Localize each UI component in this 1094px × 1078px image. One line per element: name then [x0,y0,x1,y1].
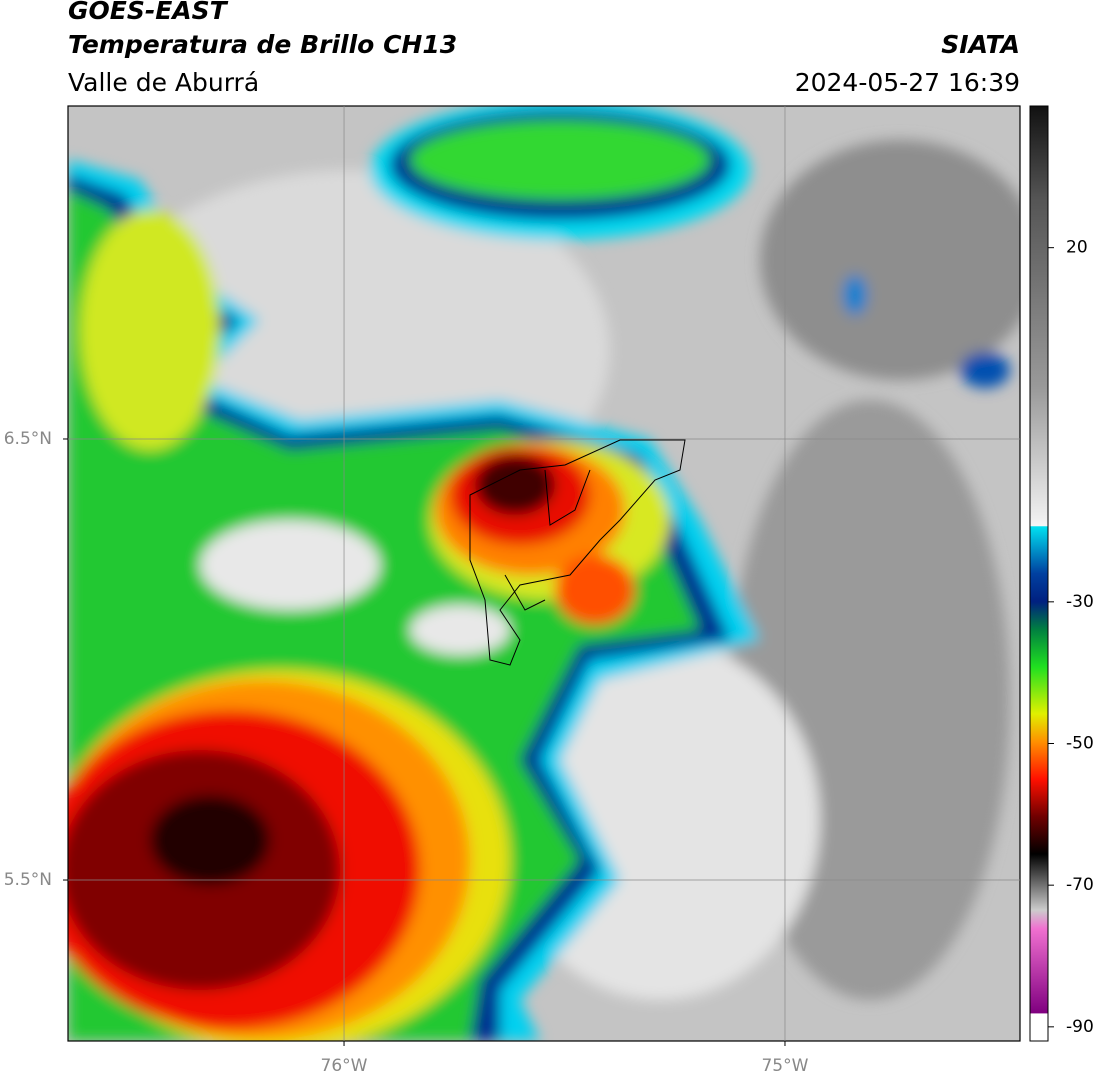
subtitle: Temperatura de Brillo CH13 [68,30,458,59]
colorbar-tick-label: 20 [1066,238,1088,258]
colorbar-tick-label: -70 [1066,875,1094,895]
datetime: 2024-05-27 16:39 [794,68,1020,97]
colorbar-tick-label: -90 [1066,1017,1094,1037]
colorbar-tick-label: -50 [1066,734,1094,754]
y-tick-label: 6.5°N [4,429,52,449]
source: SIATA [941,30,1020,59]
satellite-image [68,106,1020,1041]
map-frame [67,105,1021,1042]
y-tick-label: 5.5°N [4,870,52,890]
x-tick-label: 76°W [321,1056,368,1076]
region: Valle de Aburrá [68,68,260,97]
colorbar [1029,105,1049,1042]
x-tick-label: 75°W [761,1056,808,1076]
title: GOES-EAST [68,0,227,25]
colorbar-tick-label: -30 [1066,592,1094,612]
